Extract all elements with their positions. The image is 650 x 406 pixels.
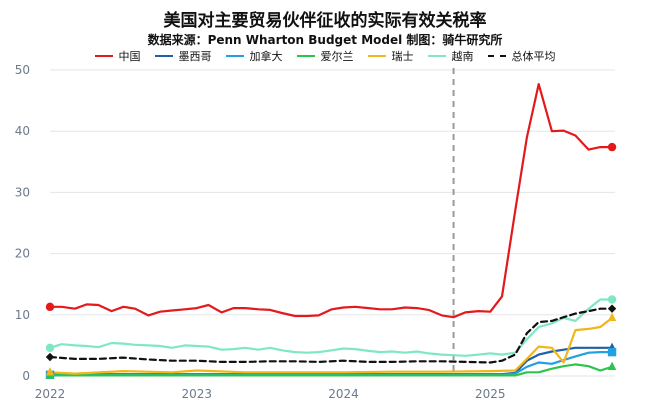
legend-label: 瑞士 (391, 50, 414, 63)
axis-layer: 0 10 20 30 40 50 2022 2023 2024 2025 (15, 63, 506, 401)
legend-label: 墨西哥 (178, 50, 212, 63)
y-tick-label: 0 (22, 369, 30, 383)
y-tick-label: 40 (15, 124, 30, 138)
y-tick-label: 20 (15, 247, 30, 261)
legend-swatch (367, 55, 386, 57)
chart-title: 美国对主要贸易伙伴征收的实际有效关税率 (163, 11, 487, 31)
legend: 中国 墨西哥 加拿大 爱尔兰 瑞士 越南 总体平均 (0, 48, 650, 64)
series-start-marker-6 (45, 352, 55, 362)
chart-subtitle: 数据来源：Penn Wharton Budget Model 制图：骑牛研究所 (147, 33, 503, 47)
legend-swatch (154, 55, 173, 57)
series-layer (48, 82, 614, 377)
legend-item: 爱尔兰 (296, 48, 354, 64)
y-tick-label: 10 (15, 308, 30, 322)
legend-item: 瑞士 (367, 48, 414, 64)
legend-item: 墨西哥 (154, 48, 212, 64)
x-tick-label: 2024 (328, 387, 359, 401)
x-tick-label: 2025 (475, 387, 506, 401)
series-end-marker-3 (607, 361, 617, 371)
legend-label: 越南 (451, 50, 474, 63)
x-tick-label: 2022 (35, 387, 66, 401)
legend-label: 总体平均 (511, 50, 556, 63)
series-end-marker-2 (607, 347, 617, 357)
series-end-marker-5 (607, 295, 617, 304)
legend-item: 越南 (427, 48, 474, 64)
legend-swatch (296, 55, 315, 57)
series-line-4 (48, 316, 614, 375)
series-start-marker-5 (45, 343, 55, 353)
series-line-6 (48, 307, 614, 364)
marker-layer (45, 142, 617, 379)
legend-item: 加拿大 (225, 48, 283, 64)
legend-item: 中国 (94, 48, 141, 64)
y-tick-label: 30 (15, 185, 30, 199)
legend-label: 加拿大 (249, 50, 283, 63)
y-tick-label: 50 (15, 63, 30, 77)
series-end-marker-6 (607, 304, 617, 313)
x-tick-label: 2023 (181, 387, 212, 401)
series-line-3 (48, 363, 614, 377)
legend-label: 爱尔兰 (320, 50, 354, 63)
legend-swatch (427, 55, 446, 57)
legend-swatch (94, 55, 113, 57)
series-start-marker-0 (45, 302, 55, 312)
series-line-0 (48, 82, 614, 319)
legend-item: 总体平均 (487, 48, 556, 64)
legend-swatch (487, 55, 506, 57)
series-start-marker-4 (45, 367, 55, 376)
legend-label: 中国 (118, 50, 141, 63)
series-end-marker-4 (607, 312, 617, 322)
legend-swatch (225, 55, 244, 57)
series-end-marker-0 (607, 142, 617, 152)
